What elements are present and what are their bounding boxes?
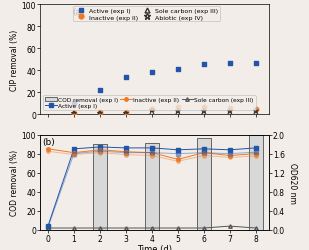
Point [253, 111, 258, 115]
Point [201, 110, 206, 114]
Point [123, 112, 129, 116]
Y-axis label: OD620 nm: OD620 nm [288, 162, 297, 203]
Point [123, 76, 129, 80]
Point [201, 111, 206, 115]
Point [97, 111, 102, 115]
Point [253, 110, 258, 114]
Point [176, 68, 180, 72]
Point [71, 112, 76, 116]
Point [123, 111, 129, 115]
Point [201, 62, 206, 66]
Point [227, 110, 232, 114]
Bar [93, 144, 107, 230]
Point [176, 105, 180, 109]
Point [227, 111, 232, 115]
Bar [249, 135, 263, 230]
Point [150, 108, 154, 112]
Point [150, 111, 154, 115]
Point [227, 106, 232, 110]
Point [253, 61, 258, 65]
Bar [197, 139, 211, 230]
Point [150, 71, 154, 75]
Legend: Active (exp I), Inactive (exp II), Sole carbon (exp III), Abiotic (exp IV): Active (exp I), Inactive (exp II), Sole … [73, 7, 220, 22]
Point [150, 108, 154, 112]
Y-axis label: CIP removal (%): CIP removal (%) [10, 30, 19, 90]
X-axis label: Time (d): Time (d) [137, 244, 172, 250]
Text: (b): (b) [42, 138, 55, 147]
Legend: COD removal (exp I), Active (exp I), Inactive (exp II), Sole carbon (exp III): COD removal (exp I), Active (exp I), Ina… [43, 96, 256, 110]
Point [71, 112, 76, 116]
Point [97, 89, 102, 93]
Point [71, 102, 76, 106]
Y-axis label: COD removal (%): COD removal (%) [10, 150, 19, 216]
Point [176, 110, 180, 114]
Point [201, 105, 206, 109]
Point [71, 112, 76, 116]
Point [176, 111, 180, 115]
Point [97, 112, 102, 116]
Point [253, 108, 258, 112]
Bar [145, 144, 159, 230]
Point [227, 61, 232, 65]
Text: (a): (a) [72, 8, 85, 17]
Point [97, 112, 102, 116]
Point [123, 112, 129, 116]
